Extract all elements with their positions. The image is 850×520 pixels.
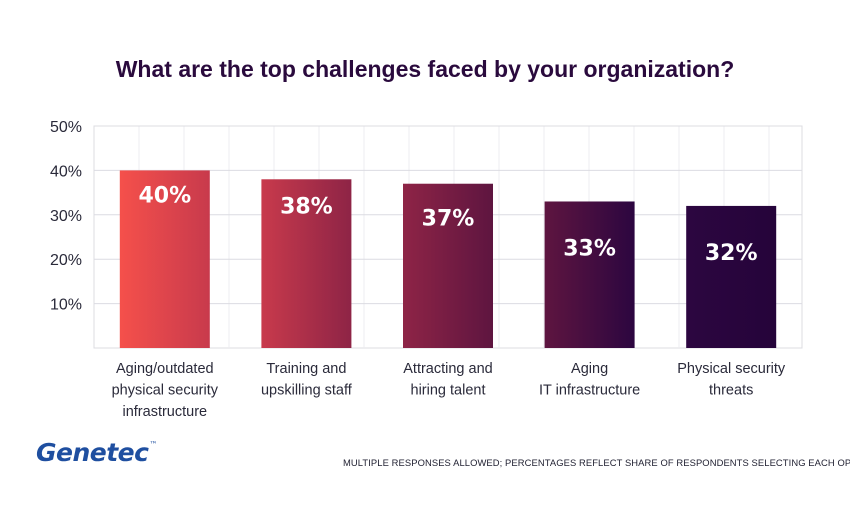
- chart-title: What are the top challenges faced by you…: [115, 56, 735, 82]
- y-tick-label: 10%: [50, 297, 82, 314]
- bar: [119, 170, 210, 348]
- bar-value-label: 38%: [280, 194, 333, 219]
- y-tick-label: 50%: [50, 119, 82, 136]
- genetec-logo: Genetec™: [36, 438, 157, 467]
- logo-text: Genetec: [36, 438, 149, 467]
- y-axis: 10% 20% 30% 40% 50%: [50, 119, 82, 314]
- bar-chart: 10% 20% 30% 40% 50% 40% 38% 37% 33% 32% Aging/ou…: [50, 119, 803, 420]
- bar-value-label: 40%: [138, 183, 191, 208]
- footnote: MULTIPLE RESPONSES ALLOWED; PERCENTAGES …: [343, 457, 850, 468]
- bar-value-label: 37%: [422, 207, 475, 232]
- value-labels: 40% 38% 37% 33% 32%: [138, 183, 757, 266]
- bar-value-label: 32%: [705, 241, 758, 266]
- bar: [403, 183, 493, 348]
- x-tick-label: Attracting and hiring talent: [403, 361, 492, 399]
- bar: [686, 205, 777, 348]
- bar-value-label: 33%: [563, 236, 616, 261]
- y-tick-label: 40%: [50, 163, 82, 180]
- x-tick-label: Aging IT infrastructure: [539, 361, 640, 399]
- x-axis: Aging/outdated physical security infrastru…: [112, 361, 786, 420]
- y-tick-label: 20%: [50, 252, 82, 269]
- bar: [544, 201, 635, 348]
- x-tick-label: Aging/outdated physical security infrastru…: [112, 361, 219, 420]
- y-tick-label: 30%: [50, 208, 82, 225]
- x-tick-label: Training and upskilling staff: [261, 361, 353, 399]
- x-tick-label: Physical security threats: [677, 361, 786, 399]
- bar: [261, 179, 352, 348]
- bars: [119, 170, 777, 348]
- trademark-mark: ™: [149, 440, 157, 449]
